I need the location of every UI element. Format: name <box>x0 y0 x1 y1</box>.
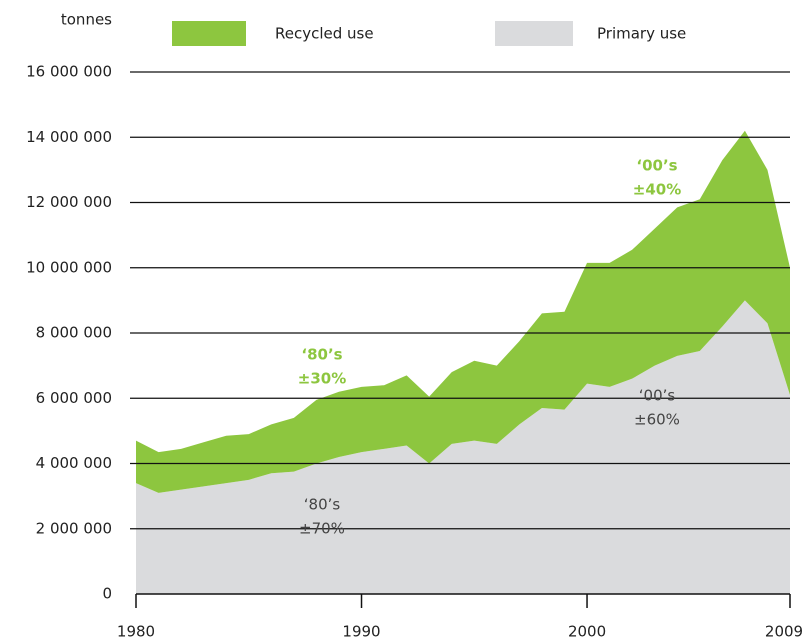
y-tick-label: 0 <box>102 585 112 603</box>
legend-swatch <box>495 21 573 46</box>
annotation: ‘80’s <box>301 346 342 364</box>
area <box>136 300 790 594</box>
x-tick-label: 1980 <box>117 623 155 641</box>
y-tick-label: 8 000 000 <box>36 324 112 342</box>
x-tick-label: 1990 <box>342 623 380 641</box>
y-tick-label: 10 000 000 <box>26 258 112 276</box>
annotation: ‘80’s <box>304 496 341 514</box>
y-axis-label: tonnes <box>61 11 112 29</box>
annotation: ‘00’s <box>636 157 677 175</box>
overlay: ‘80’s ±30% ‘00’s ±40% ‘00’s ±60% ‘80’s ±… <box>298 157 681 538</box>
annotation: ±60% <box>634 411 680 429</box>
y-tick-label: 14 000 000 <box>26 128 112 146</box>
y-tick-label: 16 000 000 <box>26 63 112 81</box>
plot-area: 0 2 000 000 4 000 000 6 000 000 8 000 000 10 … <box>26 63 803 641</box>
y-tick-label: 6 000 000 <box>36 389 112 407</box>
area <box>136 130 790 493</box>
annotation: ‘00’s <box>639 387 676 405</box>
y-tick-label: 4 000 000 <box>36 454 112 472</box>
y-tick-label: 12 000 000 <box>26 193 112 211</box>
annotation: ±40% <box>633 181 681 199</box>
annotation: ±30% <box>298 370 346 388</box>
legend-label: Primary use <box>597 25 686 43</box>
annotation: ±70% <box>299 520 345 538</box>
y-tick-label: 2 000 000 <box>36 519 112 537</box>
legend-label: Recycled use <box>275 25 374 43</box>
legend-swatch <box>172 21 246 46</box>
x-tick-label: 2000 <box>568 623 606 641</box>
x-tick-label: 2009 <box>765 623 803 641</box>
